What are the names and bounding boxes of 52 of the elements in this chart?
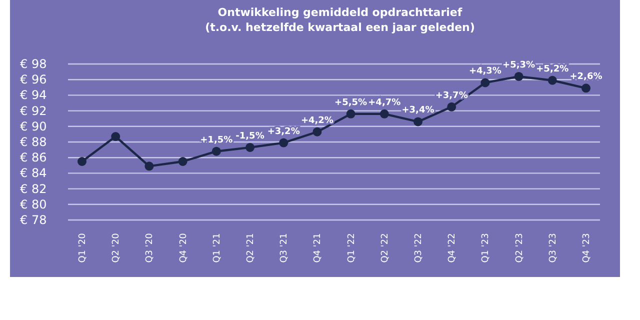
annotation: +3,2% [267,126,300,137]
y-tick-label: € 86 [20,150,47,165]
x-tick-label: Q2 '20 [112,232,122,263]
annotation: +5,2% [536,64,569,74]
point [480,78,490,88]
y-tick-label: € 84 [20,166,47,180]
y-tick-label: € 82 [20,182,47,196]
point [111,132,120,142]
y-tick-label: € 94 [20,88,47,102]
point [78,157,86,166]
point [548,76,557,85]
y-tick-label: € 80 [20,197,47,212]
annotation: +4,7% [368,98,401,108]
y-tick-label: € 88 [20,135,47,149]
point [582,84,590,93]
x-tick-label: Q2 '22 [380,233,390,263]
y-tick-label: € 98 [20,57,47,71]
y-tick-label: € 78 [20,213,47,227]
x-tick-label: Q3 '23 [548,233,558,263]
x-tick-label: Q1 '21 [212,233,222,263]
point [514,72,524,81]
chart-subtitle: (t.o.v. hetzelfde kwartaal een jaar geleden) [205,21,475,34]
x-tick-label: Q1 '20 [78,232,88,263]
point [380,109,389,118]
point [246,142,254,152]
point [312,127,322,136]
annotation: -1,5% [236,131,264,142]
x-tick-label: Q4 '20 [178,232,189,263]
y-tick-label: € 90 [20,119,47,134]
x-tick-label: Q1 '23 [481,233,492,263]
y-tick-label: € 92 [20,104,47,118]
annotation: +4,2% [300,116,334,126]
x-tick-label: Q3 '20 [145,232,156,263]
x-tick-label: Q2 '21 [246,233,256,263]
x-tick-label: Q4 '23 [582,233,592,263]
point [212,146,221,156]
point [447,102,456,112]
point [279,138,288,148]
annotation: +4,3% [468,66,502,77]
point [346,109,356,118]
x-tick-label: Q4 '22 [448,233,458,263]
x-tick-label: Q1 '22 [346,233,357,263]
x-tick-label: Q3 '21 [280,233,290,263]
y-tick-label: € 96 [20,72,47,87]
chart-title: Ontwikkeling gemiddeld opdrachttarief [218,6,462,19]
x-tick-label: Q3 '22 [414,233,424,263]
point [414,117,422,126]
annotation: +5,5% [334,98,368,108]
x-tick-label: Q2 '23 [514,233,525,263]
point [178,157,188,166]
point [144,162,154,171]
x-tick-label: Q4 '21 [313,233,324,263]
